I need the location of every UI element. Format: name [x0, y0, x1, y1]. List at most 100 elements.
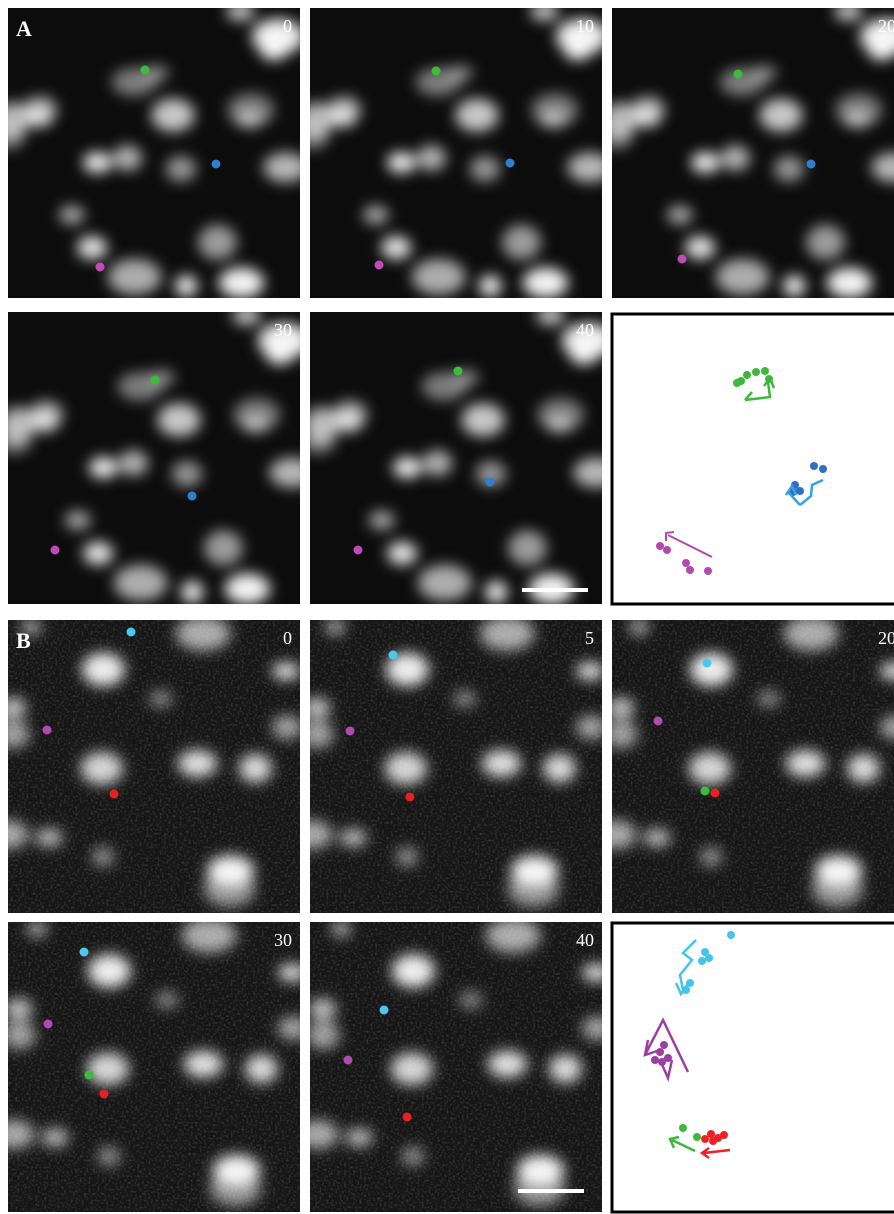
- frame-label: 30: [274, 930, 292, 950]
- spot: [387, 152, 415, 173]
- image-panel: 0B: [0, 616, 302, 913]
- spot: [59, 206, 84, 225]
- tracked-particle: [354, 546, 363, 555]
- panel-letter: A: [16, 16, 32, 41]
- spot: [827, 268, 872, 299]
- spot: [233, 398, 280, 431]
- spot: [691, 152, 719, 173]
- tracked-particle: [703, 659, 712, 668]
- spot: [485, 581, 508, 603]
- frame-label: 40: [576, 320, 594, 340]
- tracked-particle: [212, 160, 221, 169]
- tracked-particle: [807, 160, 816, 169]
- spot: [77, 236, 107, 259]
- spot: [393, 457, 421, 478]
- panel-letter: B: [16, 628, 31, 653]
- tracked-particle: [454, 367, 463, 376]
- spot: [172, 461, 202, 487]
- tracked-particle: [110, 790, 119, 799]
- spot: [752, 65, 777, 82]
- tracked-particle: [380, 1006, 389, 1015]
- image-background: [8, 8, 300, 298]
- spot: [470, 156, 500, 182]
- frame-label: 40: [576, 930, 594, 950]
- frame-label: 10: [576, 16, 594, 36]
- spot: [219, 268, 264, 299]
- image-background: [8, 312, 300, 604]
- spot: [151, 99, 194, 132]
- spot: [181, 581, 204, 603]
- image-content: [596, 616, 894, 913]
- spot: [634, 108, 660, 127]
- tracked-particle: [406, 793, 415, 802]
- tracked-particle: [654, 717, 663, 726]
- spot: [531, 93, 578, 126]
- image-content: [0, 616, 302, 913]
- spot: [65, 511, 90, 530]
- tracked-particle: [375, 261, 384, 270]
- image-content: [0, 1, 308, 298]
- image-panel: 20: [599, 1, 894, 298]
- spot: [412, 259, 465, 295]
- image-panel: 30: [0, 305, 314, 604]
- spot: [448, 65, 473, 82]
- spot: [455, 99, 498, 132]
- tracked-particle: [96, 263, 105, 272]
- tracked-particle: [389, 651, 398, 660]
- tracked-particle: [734, 70, 743, 79]
- spot: [381, 236, 411, 259]
- spot: [232, 305, 260, 325]
- noise: [8, 620, 300, 913]
- spot: [806, 225, 844, 260]
- spot: [227, 93, 274, 126]
- spot: [369, 511, 394, 530]
- tracked-particle: [100, 1090, 109, 1099]
- image-content: [301, 305, 618, 604]
- spot: [363, 206, 388, 225]
- spot: [83, 542, 113, 565]
- spot: [330, 108, 356, 127]
- spot: [461, 403, 504, 436]
- tracked-particle: [403, 1113, 412, 1122]
- image-content: [292, 616, 606, 913]
- noise: [612, 620, 894, 913]
- spot: [263, 153, 308, 183]
- spot: [422, 450, 452, 475]
- spot: [114, 565, 167, 601]
- trajectory-panel-b: [612, 923, 894, 1212]
- image-panel: 5: [292, 616, 606, 913]
- spot: [835, 93, 882, 126]
- image-panel: 30: [0, 918, 308, 1212]
- image-background: [310, 312, 602, 604]
- image-panel: 20: [596, 616, 894, 913]
- spot: [716, 259, 769, 295]
- spot: [112, 145, 142, 170]
- tracked-particle: [43, 726, 52, 735]
- image-panel: 40: [298, 918, 612, 1212]
- tracked-particle: [344, 1056, 353, 1065]
- spot: [564, 41, 591, 60]
- spot: [685, 236, 715, 259]
- spot: [387, 542, 417, 565]
- tracked-particle: [701, 787, 710, 796]
- image-panel: 10: [295, 1, 612, 298]
- spot: [32, 413, 58, 432]
- spot: [226, 1, 254, 21]
- image-panel: 40: [301, 305, 618, 604]
- spot: [416, 145, 446, 170]
- tracked-particle: [432, 67, 441, 76]
- spot: [418, 565, 471, 601]
- spot: [157, 403, 200, 436]
- frame-label: 0: [283, 628, 292, 648]
- image-background: [612, 8, 894, 298]
- frame-label: 30: [274, 320, 292, 340]
- spot: [479, 275, 502, 297]
- noise: [310, 620, 602, 913]
- spot: [269, 458, 314, 488]
- tracked-particle: [51, 546, 60, 555]
- image-panel: 0A: [0, 1, 308, 298]
- spot: [774, 156, 804, 182]
- spot: [175, 275, 198, 297]
- spot: [198, 225, 236, 260]
- spot: [225, 573, 270, 604]
